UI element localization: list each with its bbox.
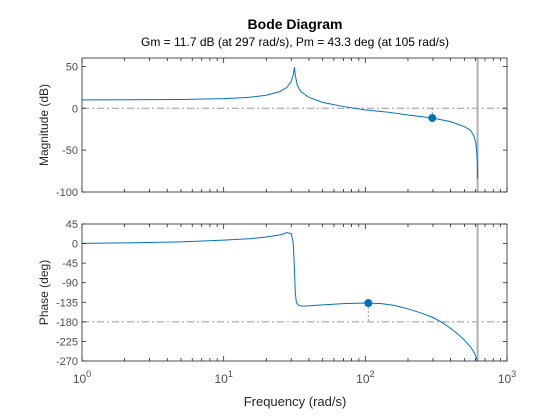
phase-y-tick-label: -45 — [62, 258, 78, 270]
phase-y-tick-label: -135 — [56, 297, 78, 309]
chart-subtitle: Gm = 11.7 dB (at 297 rad/s), Pm = 43.3 d… — [141, 35, 449, 49]
x-tick-label: 101 — [214, 369, 232, 386]
magnitude-y-tick-label: 0 — [72, 103, 78, 115]
magnitude-y-axis-label: Magnitude (dB) — [37, 84, 51, 166]
magnitude-panel: 50 0 -50 -100 Magnitude (dB) — [37, 57, 508, 199]
phase-plot-area — [82, 224, 507, 361]
magnitude-plot-area — [82, 58, 507, 192]
phase-y-axis-label: Phase (deg) — [37, 260, 51, 325]
magnitude-y-tick-label: 50 — [66, 61, 78, 73]
x-tick-label: 100 — [73, 369, 91, 386]
phase-margin-marker — [364, 299, 373, 308]
magnitude-y-tick-label: -100 — [56, 187, 78, 199]
phase-axis-box — [81, 223, 508, 362]
x-tick-label: 102 — [356, 369, 374, 386]
phase-y-tick-label: 45 — [66, 219, 78, 231]
magnitude-y-tick-label: -50 — [62, 145, 78, 157]
magnitude-margin-marker — [428, 114, 437, 123]
phase-y-tick-label: -225 — [56, 336, 78, 348]
phase-series-line — [82, 232, 479, 361]
x-axis-label: Frequency (rad/s) — [244, 394, 347, 409]
phase-y-tick-label: -270 — [56, 356, 78, 368]
x-tick-label: 103 — [498, 369, 516, 386]
x-tick-labels: 100 101 102 103 — [73, 369, 516, 386]
phase-panel: 45 0 -45 -90 -135 -180 -225 -270 Phase (deg) — [37, 219, 508, 368]
magnitude-series-line — [82, 67, 479, 179]
phase-y-tick-label: -180 — [56, 317, 78, 329]
magnitude-axis-box — [81, 57, 508, 193]
chart-title: Bode Diagram — [248, 16, 343, 32]
phase-y-tick-label: -90 — [62, 278, 78, 290]
phase-y-tick-label: 0 — [72, 239, 78, 251]
